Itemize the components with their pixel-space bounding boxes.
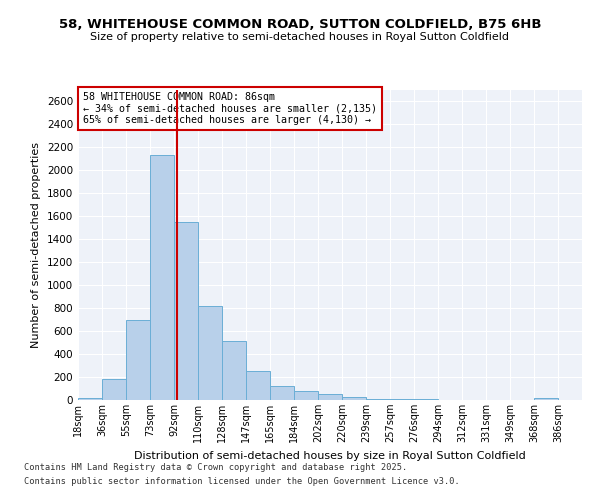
Y-axis label: Number of semi-detached properties: Number of semi-detached properties bbox=[31, 142, 41, 348]
Bar bbox=[318, 394, 342, 400]
Bar bbox=[222, 342, 246, 400]
Bar bbox=[174, 222, 198, 400]
Text: Contains HM Land Registry data © Crown copyright and database right 2025.: Contains HM Land Registry data © Crown c… bbox=[24, 464, 407, 472]
Bar bbox=[126, 320, 150, 400]
Bar bbox=[246, 372, 270, 400]
Bar bbox=[294, 391, 318, 400]
Text: 58 WHITEHOUSE COMMON ROAD: 86sqm
← 34% of semi-detached houses are smaller (2,13: 58 WHITEHOUSE COMMON ROAD: 86sqm ← 34% o… bbox=[83, 92, 377, 124]
Text: Contains public sector information licensed under the Open Government Licence v3: Contains public sector information licen… bbox=[24, 477, 460, 486]
Text: 58, WHITEHOUSE COMMON ROAD, SUTTON COLDFIELD, B75 6HB: 58, WHITEHOUSE COMMON ROAD, SUTTON COLDF… bbox=[59, 18, 541, 30]
Bar bbox=[198, 306, 222, 400]
Bar bbox=[102, 380, 126, 400]
Bar bbox=[270, 386, 294, 400]
Text: Size of property relative to semi-detached houses in Royal Sutton Coldfield: Size of property relative to semi-detach… bbox=[91, 32, 509, 42]
X-axis label: Distribution of semi-detached houses by size in Royal Sutton Coldfield: Distribution of semi-detached houses by … bbox=[134, 450, 526, 460]
Bar bbox=[342, 396, 366, 400]
Bar bbox=[366, 399, 390, 400]
Bar bbox=[150, 156, 174, 400]
Bar bbox=[78, 398, 102, 400]
Bar bbox=[534, 398, 558, 400]
